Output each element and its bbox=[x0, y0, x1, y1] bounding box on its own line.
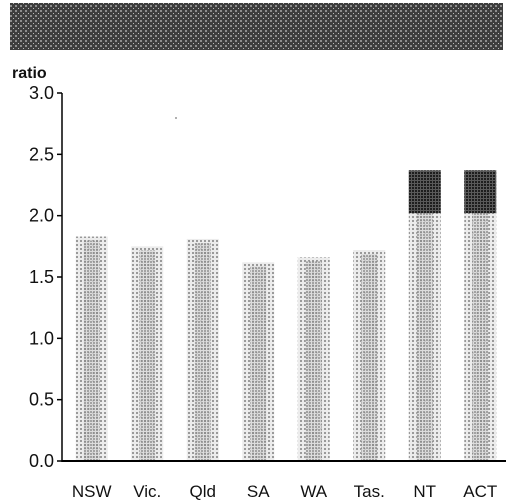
x-category-label: Qld bbox=[190, 482, 216, 501]
x-category-label: ACT bbox=[463, 482, 497, 501]
bar-cap bbox=[408, 170, 441, 214]
y-axis-ticks: 0.0 0.5 1.0 1.5 2.0 2.5 3.0 bbox=[29, 83, 62, 471]
bar-texture bbox=[305, 261, 322, 461]
bar-tas bbox=[353, 250, 386, 461]
bar-texture bbox=[194, 242, 211, 461]
bar-texture bbox=[83, 240, 100, 461]
bar-texture bbox=[250, 266, 267, 461]
x-category-label: Tas. bbox=[354, 482, 385, 501]
bar-texture bbox=[416, 174, 433, 461]
x-category-label: SA bbox=[247, 482, 270, 501]
y-tick-label: 1.0 bbox=[29, 328, 54, 348]
bar-vic bbox=[131, 246, 164, 461]
y-tick-label: 2.5 bbox=[29, 144, 54, 164]
header-banner bbox=[10, 3, 503, 50]
bar-texture bbox=[361, 254, 378, 461]
x-category-label: Vic. bbox=[133, 482, 161, 501]
bar-act bbox=[464, 170, 497, 461]
x-category-label: NSW bbox=[72, 482, 112, 501]
y-tick-label: 0.5 bbox=[29, 390, 54, 410]
y-tick-label: 0.0 bbox=[29, 451, 54, 471]
x-category-label: WA bbox=[300, 482, 327, 501]
bar-qld bbox=[186, 238, 219, 461]
bar-sa bbox=[242, 262, 275, 461]
y-tick-label: 2.0 bbox=[29, 206, 54, 226]
bar-wa bbox=[297, 257, 330, 461]
bars-group bbox=[75, 170, 497, 461]
bar-texture bbox=[139, 250, 156, 461]
x-axis-labels: NSW Vic. Qld SA WA Tas. NT ACT bbox=[72, 482, 497, 501]
y-tick-label: 3.0 bbox=[29, 83, 54, 103]
bar-nsw bbox=[75, 236, 108, 461]
y-axis-unit-label: ratio bbox=[12, 65, 47, 82]
x-category-label: NT bbox=[413, 482, 436, 501]
bar-texture bbox=[472, 174, 489, 461]
bar-nt bbox=[408, 170, 441, 461]
stray-mark bbox=[175, 117, 177, 119]
bar-cap bbox=[464, 170, 497, 214]
y-tick-label: 1.5 bbox=[29, 267, 54, 287]
